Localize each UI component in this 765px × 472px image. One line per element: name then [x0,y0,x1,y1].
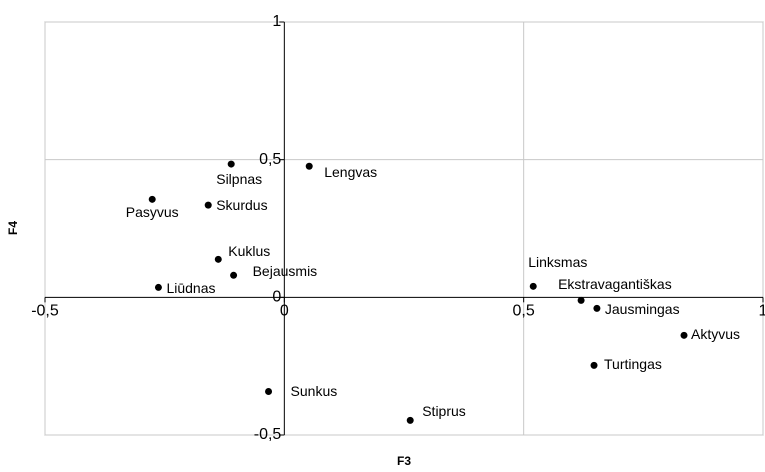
point [406,416,414,424]
y-tick-label: 1 [272,13,281,30]
point-label: Skurdus [216,197,267,213]
point-label: Stiprus [422,403,466,419]
point [590,361,598,369]
point [148,195,156,203]
point-label: Aktyvus [691,326,740,342]
point-label: Jausmingas [605,301,680,317]
point-label: Bejausmis [253,263,318,279]
point [204,201,212,209]
point [214,255,222,263]
point [230,271,238,279]
point-label: Lengvas [324,164,377,180]
point [265,387,273,395]
point-label: Liūdnas [166,280,215,296]
y-tick-label: 0,5 [259,151,281,168]
point-label: Silpnas [216,171,262,187]
point-label: Kuklus [228,243,270,259]
point [680,331,688,339]
point-label: Sunkus [291,383,338,399]
x-axis-title: F3 [397,454,411,468]
x-tick-label: 0,5 [513,303,535,320]
x-tick-label: 0 [280,303,289,320]
point-label: Ekstravagantiškas [558,276,672,292]
point-label: Linksmas [528,254,587,270]
point [154,283,162,291]
point [593,304,601,312]
point [227,160,235,168]
y-axis-title: F4 [6,221,20,235]
point [529,282,537,290]
x-tick-label: 1 [759,303,765,320]
point-label: Turtingas [604,356,662,372]
x-tick-label: -0,5 [31,303,59,320]
point [577,296,585,304]
y-tick-label: 0 [272,289,281,306]
point [305,162,313,170]
point-label: Pasyvus [126,204,179,220]
plot-frame [44,21,764,436]
y-tick-label: -0,5 [254,426,282,443]
